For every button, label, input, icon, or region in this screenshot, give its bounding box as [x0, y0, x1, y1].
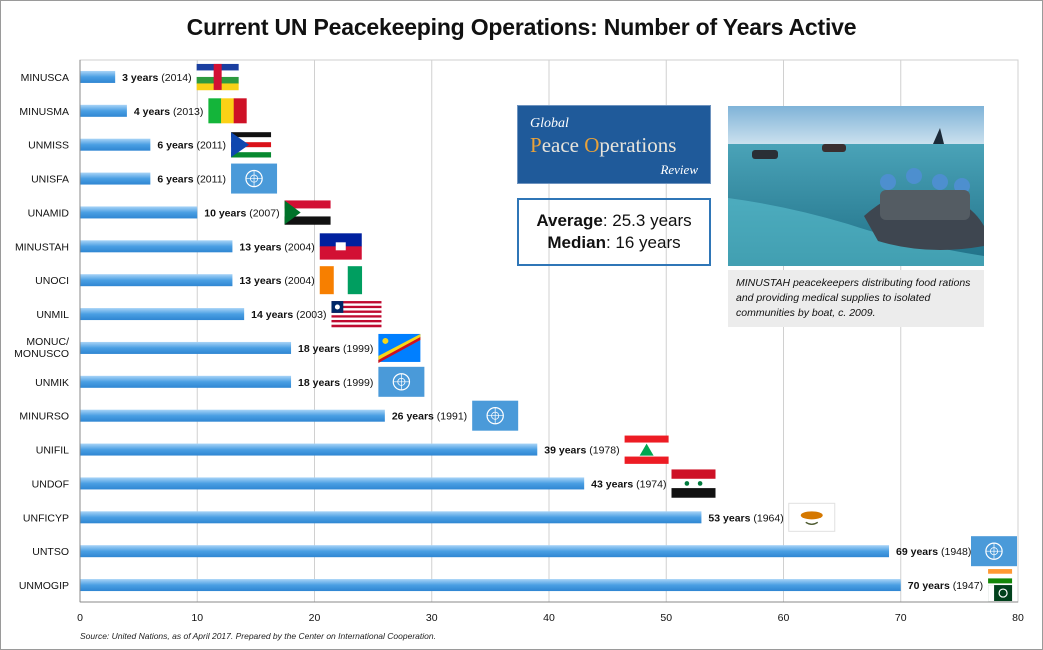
bar	[80, 240, 233, 253]
dr-congo-flag-icon	[378, 333, 421, 363]
peacekeepers-boat-photo	[728, 106, 984, 266]
y-category-label: UNDOF	[32, 478, 69, 490]
y-category-label: UNIFIL	[36, 445, 69, 457]
x-tick-label: 30	[426, 612, 438, 624]
y-category-label: UNMIK	[35, 377, 69, 389]
mali-flag-icon	[208, 98, 247, 124]
sudan-flag-icon	[284, 200, 331, 225]
stats-box: Average: 25.3 years Median: 16 years	[517, 198, 711, 266]
bar-data-label: 18 years (1999)	[298, 377, 373, 389]
photo-caption: MINUSTAH peacekeepers distributing food …	[728, 270, 984, 327]
bar-data-label: 26 years (1991)	[392, 411, 467, 423]
bar	[80, 443, 538, 456]
median-stat: Median: 16 years	[547, 233, 681, 252]
x-tick-label: 10	[191, 612, 203, 624]
bar	[80, 545, 890, 558]
bar	[80, 477, 585, 490]
bar	[80, 511, 702, 524]
y-category-label: UNAMID	[28, 207, 70, 219]
y-category-label: MINURSO	[19, 411, 69, 423]
y-category-label: MONUC/MONUSCO	[14, 336, 69, 360]
bar	[80, 409, 385, 422]
x-tick-label: 80	[1012, 612, 1024, 624]
bar-data-label: 6 years (2011)	[157, 174, 226, 186]
lebanon-flag-icon	[624, 435, 669, 464]
south-sudan-flag-icon	[231, 132, 272, 158]
x-tick-label: 70	[895, 612, 907, 624]
bar	[80, 341, 292, 354]
logo-line-global: Global	[530, 116, 569, 131]
un-flag-icon	[378, 366, 425, 397]
peace-operations-review-logo: Global Peace Operations Review	[517, 105, 711, 184]
bar-data-label: 6 years (2011)	[157, 140, 226, 152]
un-flag-icon	[472, 400, 519, 431]
logo-line-review: Review	[660, 162, 698, 177]
bar	[80, 104, 127, 117]
bar-data-label: 70 years (1947)	[908, 580, 983, 592]
y-category-label: MINUSTAH	[15, 241, 69, 253]
y-category-label: UNFICYP	[23, 512, 69, 524]
bar-data-label: 10 years (2007)	[204, 207, 279, 219]
x-tick-label: 0	[77, 612, 83, 624]
bar	[80, 206, 198, 219]
y-category-label: UNISFA	[31, 174, 69, 186]
average-stat: Average: 25.3 years	[536, 211, 692, 230]
bar	[80, 172, 151, 185]
y-category-label: MINUSCA	[21, 72, 69, 84]
bar-data-label: 39 years (1978)	[544, 445, 619, 457]
cyprus-flag-icon	[788, 502, 836, 532]
bar-data-label: 69 years (1948)	[896, 546, 971, 558]
bar-data-label: 14 years (2003)	[251, 309, 326, 321]
bar	[80, 70, 116, 83]
y-category-label: MINUSMA	[19, 106, 69, 118]
cote-divoire-flag-icon	[319, 266, 363, 295]
y-category-label: UNOCI	[35, 275, 69, 287]
bar	[80, 138, 151, 151]
syria-flag-icon	[671, 469, 716, 498]
bar	[80, 375, 292, 388]
y-category-label: UNMISS	[28, 140, 69, 152]
un-flag-icon	[231, 163, 278, 194]
x-tick-label: 50	[660, 612, 672, 624]
haiti-flag-icon	[319, 233, 362, 260]
x-tick-label: 60	[778, 612, 790, 624]
bar-data-label: 4 years (2013)	[134, 106, 203, 118]
logo-line-peace-operations: Peace Operations	[530, 133, 677, 157]
bar	[80, 274, 233, 287]
chart-title: Current UN Peacekeeping Operations: Numb…	[186, 14, 857, 40]
bar-data-label: 53 years (1964)	[708, 512, 783, 524]
bar-data-label: 43 years (1974)	[591, 478, 666, 490]
y-category-label: UNMIL	[36, 309, 69, 321]
y-category-label: UNMOGIP	[19, 580, 69, 592]
central-african-republic-flag-icon	[196, 63, 239, 91]
bar	[80, 308, 245, 321]
bar	[80, 579, 901, 592]
x-tick-label: 40	[543, 612, 555, 624]
liberia-flag-icon	[331, 301, 382, 328]
un-flag-icon	[971, 536, 1017, 567]
source-note: Source: United Nations, as of April 2017…	[80, 631, 436, 641]
bar-data-label: 13 years (2004)	[239, 241, 314, 253]
x-tick-label: 20	[309, 612, 321, 624]
india-pakistan-flag-icon	[988, 569, 1013, 602]
bar-data-label: 18 years (1999)	[298, 343, 373, 355]
bar-data-label: 3 years (2014)	[122, 72, 191, 84]
bar-data-label: 13 years (2004)	[239, 275, 314, 287]
y-category-label: UNTSO	[32, 546, 69, 558]
